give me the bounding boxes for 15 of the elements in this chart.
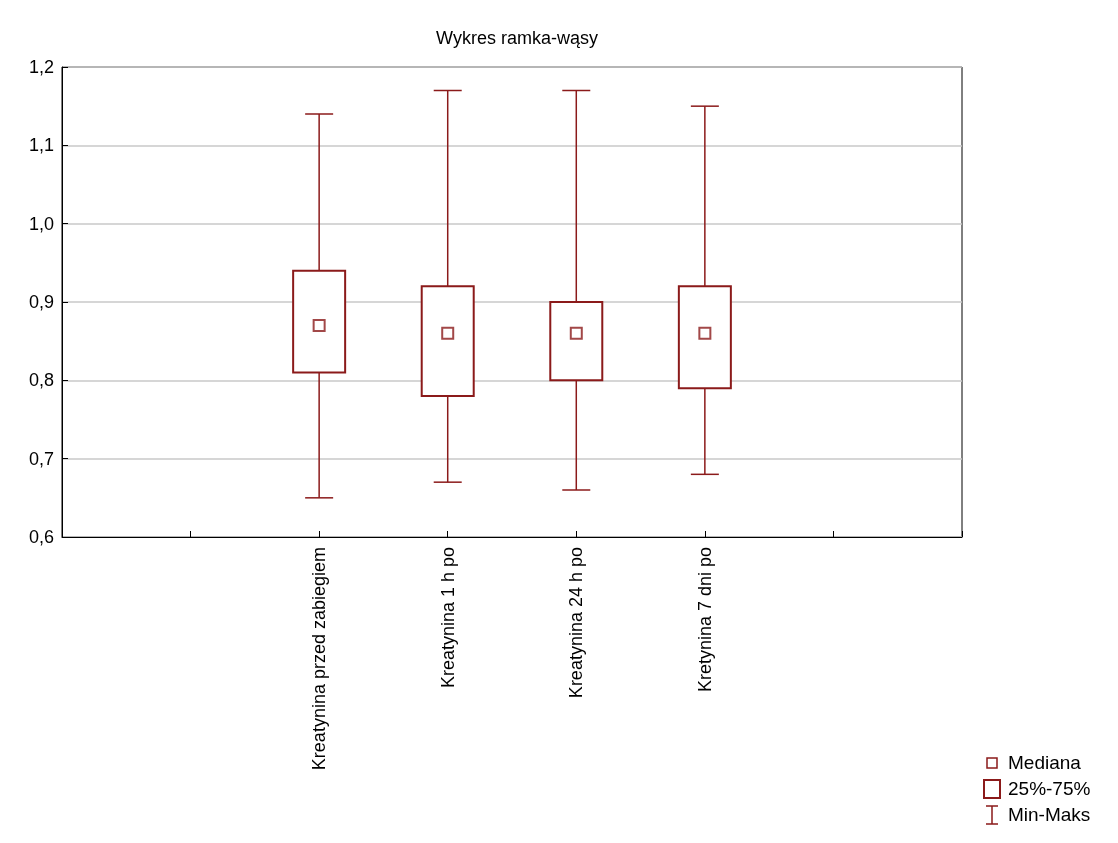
y-tick-label: 0,9 <box>28 292 54 312</box>
y-tick-label: 0,7 <box>28 448 54 469</box>
y-tick-label: 1,1 <box>28 135 54 156</box>
text: Min-Maks <box>1008 804 1091 826</box>
chart-title: Wykres ramka-wąsy <box>436 28 598 48</box>
y-tick-label: 1,2 <box>28 57 54 77</box>
y-tick-label: 1,0 <box>28 213 54 234</box>
text: Mediana <box>1008 752 1081 774</box>
y-tick-label: 0,6 <box>28 527 54 547</box>
x-tick-label: Kretynina 7 dni po <box>694 547 715 693</box>
x-tick-label: Kreatynina 24 h po <box>566 547 587 699</box>
x-tick-label: Kreatynina 1 h po <box>437 547 458 689</box>
y-tick-label: 0,8 <box>28 370 54 391</box>
text: 25%-75% <box>1008 778 1091 800</box>
x-tick-label: Kreatynina przed zabiegiem <box>309 547 330 771</box>
